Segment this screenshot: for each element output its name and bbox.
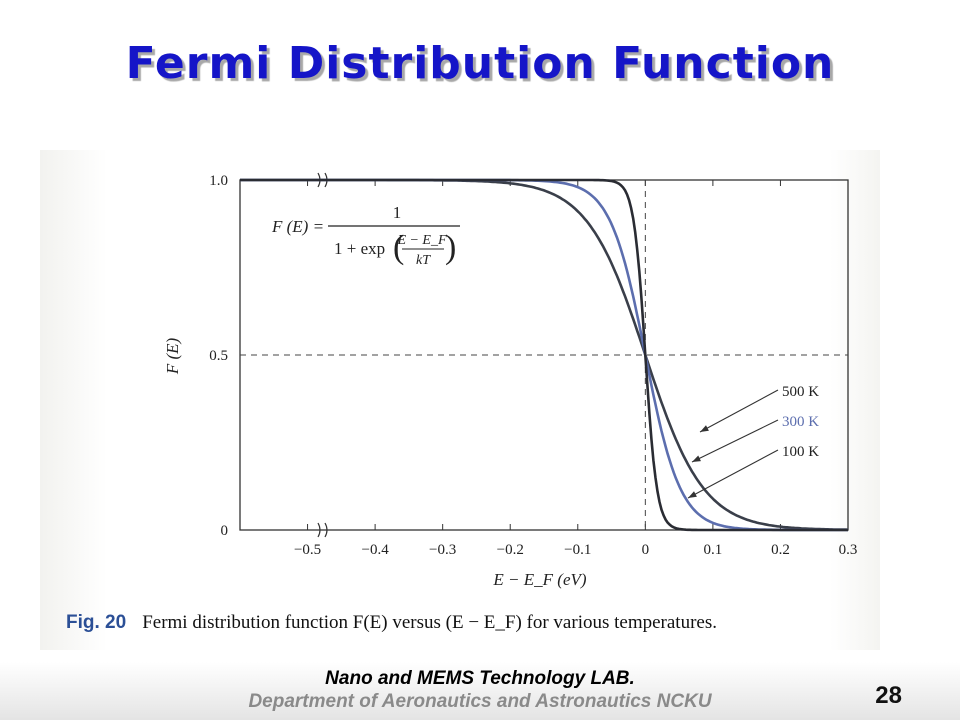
y-tick-label: 1.0 [209, 173, 228, 189]
x-tick-label: 0 [642, 542, 650, 558]
reference-lines [240, 180, 848, 530]
x-tick-label: −0.1 [564, 542, 591, 558]
footer-bar [0, 662, 960, 720]
formula-exp-numerator: E − E_F [396, 233, 447, 248]
legend-leader-500k [699, 389, 779, 433]
figure-caption-text: Fermi distribution function F(E) versus … [142, 612, 717, 633]
curves [240, 178, 849, 532]
x-tick-label: −0.5 [294, 542, 321, 558]
legend-arrowhead [692, 455, 701, 462]
figure-caption: Fig. 20 Fermi distribution function F(E) … [66, 612, 717, 634]
axis-break-bottom [317, 522, 328, 538]
y-axis-label: F (E) [163, 337, 182, 375]
legend-arrowhead [700, 425, 709, 432]
x-tick-label: 0.2 [771, 542, 790, 558]
x-tick-label: −0.2 [497, 542, 524, 558]
footer-lab-name: Nano and MEMS Technology LAB. [325, 668, 635, 689]
formula-lhs: F (E) = [271, 217, 324, 236]
legend-label-500k: 500 K [782, 384, 819, 400]
formula-paren-left: ( [393, 229, 404, 266]
curve-100k [240, 178, 848, 532]
x-axis-label: E − E_F (eV) [492, 570, 586, 589]
y-tick-label: 0 [221, 523, 229, 539]
scanned-figure-background [40, 150, 880, 650]
x-tick-label: 0.3 [839, 542, 858, 558]
x-tick-label: 0.1 [704, 542, 723, 558]
formula-numerator: 1 [393, 203, 402, 222]
legend-label-300k: 300 K [782, 414, 819, 430]
fermi-formula: F (E) = 1 1 + exp ( E − E_F kT ) [271, 203, 460, 268]
tick-labels: −0.5 −0.4 −0.3 −0.2 −0.1 0 0.1 0.2 0.3 0 0.5 1.0 [209, 173, 857, 558]
legend-arrowhead [688, 491, 697, 498]
legend: 500 K 300 K 100 K [687, 384, 819, 499]
page-number: 28 [875, 682, 902, 709]
x-tick-label: −0.3 [429, 542, 456, 558]
formula-denominator: 1 + exp [334, 239, 385, 258]
legend-leader-100k [687, 449, 779, 499]
formula-exp-denominator: kT [416, 253, 431, 268]
footer-department: Department of Aeronautics and Astronauti… [248, 691, 712, 712]
legend-leader-300k [691, 419, 779, 463]
x-tick-label: −0.4 [362, 542, 390, 558]
y-tick-label: 0.5 [209, 348, 228, 364]
formula-paren-right: ) [445, 229, 456, 266]
legend-label-100k: 100 K [782, 444, 819, 460]
figure-label: Fig. 20 [66, 612, 127, 633]
slide-title: Fermi Distribution Function [125, 38, 835, 89]
